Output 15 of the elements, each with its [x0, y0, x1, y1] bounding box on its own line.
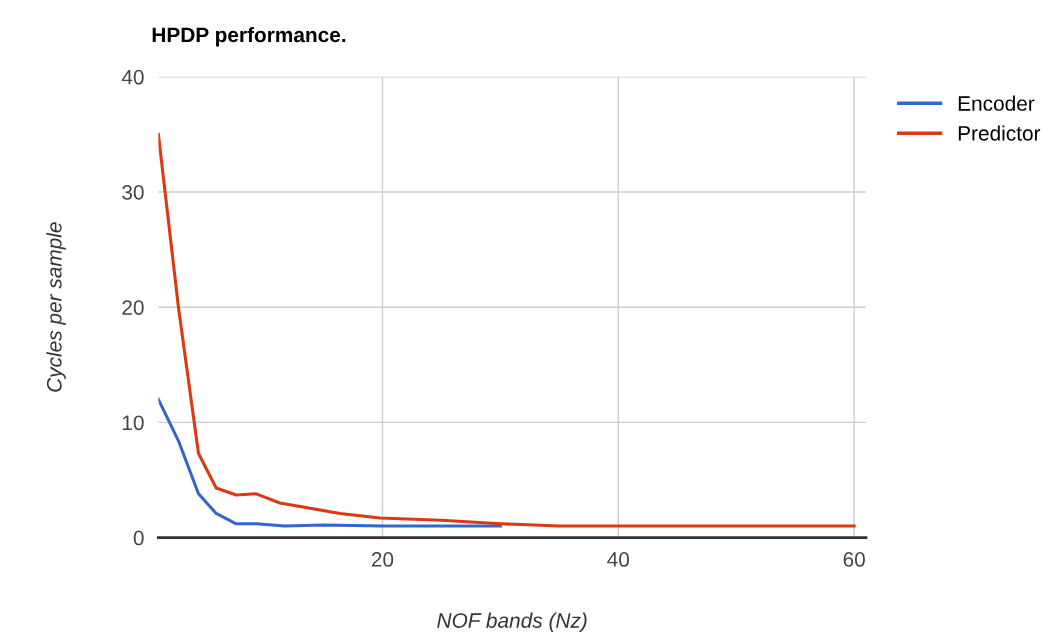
- y-tick-label: 0: [133, 530, 144, 546]
- x-tick-label: 60: [843, 552, 865, 567]
- line-series: [158, 132, 856, 528]
- legend-label: Encoder: [958, 95, 1035, 111]
- y-tick-label: 40: [121, 69, 144, 85]
- x-axis-title: NOF bands (Nz): [437, 612, 587, 632]
- legend-label: Predictor: [958, 125, 1041, 141]
- y-tick-label: 20: [122, 300, 144, 315]
- x-tick-label: 40: [607, 552, 630, 567]
- x-tick-label: 20: [371, 552, 394, 567]
- y-axis-title: Cycles per sample: [46, 222, 66, 392]
- y-tick-label: 30: [122, 185, 144, 200]
- line-series: [158, 397, 502, 528]
- chart-title: HPDP performance.: [152, 26, 346, 47]
- y-tick-label: 10: [122, 415, 144, 431]
